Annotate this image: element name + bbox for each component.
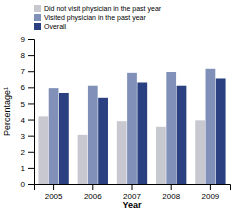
x-axis: 2005 2006 2007 2008 2009 <box>35 184 231 201</box>
legend-label: Overall <box>44 23 67 30</box>
tick-mark <box>28 120 34 121</box>
tick-label: 2008 <box>162 192 180 201</box>
tick-label: 2 <box>21 148 26 157</box>
tick-mark <box>53 184 54 190</box>
bar <box>78 135 88 184</box>
axis-line <box>35 185 231 191</box>
bars <box>38 69 225 184</box>
x-tick: 2006 <box>84 184 102 201</box>
x-axis-title: Year <box>122 200 142 210</box>
tick-label: 4 <box>21 116 26 125</box>
plot: 0 1 2 3 4 5 6 7 8 9 2005 2006 2007 2008 2009 <box>21 35 231 201</box>
bar <box>127 73 137 184</box>
bar <box>137 83 147 185</box>
bar <box>38 116 48 184</box>
tick-label: 6 <box>21 83 26 92</box>
x-tick: 2009 <box>202 184 220 201</box>
tick-label: 7 <box>21 67 26 76</box>
legend: Did not visit physician in the past year… <box>34 5 162 30</box>
bar-series <box>59 78 226 184</box>
legend-swatch <box>34 5 41 12</box>
y-tick: 9 <box>21 35 34 44</box>
y-tick: 5 <box>21 100 34 109</box>
legend-item: Overall <box>34 23 67 30</box>
tick-mark <box>132 184 133 190</box>
tick-label: 0 <box>21 180 26 189</box>
bar <box>206 69 216 184</box>
legend-swatch <box>34 23 41 30</box>
bar <box>88 86 98 184</box>
tick-label: 3 <box>21 132 26 141</box>
tick-mark <box>28 152 34 153</box>
bar <box>156 127 166 184</box>
tick-label: 1 <box>21 164 26 173</box>
bar <box>98 98 108 184</box>
tick-mark <box>171 184 172 190</box>
tick-mark <box>28 39 34 40</box>
x-tick: 2008 <box>162 184 180 201</box>
bar <box>216 78 226 184</box>
bar-series <box>49 69 216 184</box>
legend-label: Visited physician in the past year <box>44 14 146 22</box>
tick-label: 5 <box>21 100 26 109</box>
x-tick: 2007 <box>123 184 141 201</box>
tick-mark <box>28 87 34 88</box>
y-axis-title: Percentage¹ <box>2 87 12 136</box>
bar <box>59 93 69 184</box>
tick-mark <box>28 184 34 185</box>
tick-label: 8 <box>21 51 26 60</box>
y-tick: 0 <box>21 180 34 189</box>
tick-mark <box>28 55 34 56</box>
bar <box>177 86 187 184</box>
tick-label: 2005 <box>45 192 63 201</box>
axis-line <box>28 40 35 185</box>
tick-label: 2009 <box>202 192 220 201</box>
y-tick: 6 <box>21 83 34 92</box>
legend-label: Did not visit physician in the past year <box>44 5 162 13</box>
y-tick: 1 <box>21 164 34 173</box>
tick-label: 9 <box>21 35 26 44</box>
y-tick: 3 <box>21 132 34 141</box>
legend-item: Visited physician in the past year <box>34 14 146 22</box>
bar <box>117 121 127 184</box>
legend-swatch <box>34 14 41 21</box>
chart: 0 1 2 3 4 5 6 7 8 9 2005 2006 2007 2008 2009 Year Percen… <box>0 0 238 212</box>
bar <box>166 72 176 184</box>
tick-mark <box>28 136 34 137</box>
tick-mark <box>210 184 211 190</box>
y-axis: 0 1 2 3 4 5 6 7 8 9 <box>21 35 35 189</box>
tick-mark <box>28 71 34 72</box>
y-tick: 8 <box>21 51 34 60</box>
tick-mark <box>92 184 93 190</box>
y-tick: 4 <box>21 116 34 125</box>
legend-item: Did not visit physician in the past year <box>34 5 162 13</box>
bar <box>49 88 59 184</box>
y-tick: 7 <box>21 67 34 76</box>
bar <box>195 120 205 184</box>
tick-mark <box>28 103 34 104</box>
tick-mark <box>28 168 34 169</box>
y-tick: 2 <box>21 148 34 157</box>
tick-label: 2006 <box>84 192 102 201</box>
x-tick: 2005 <box>45 184 63 201</box>
